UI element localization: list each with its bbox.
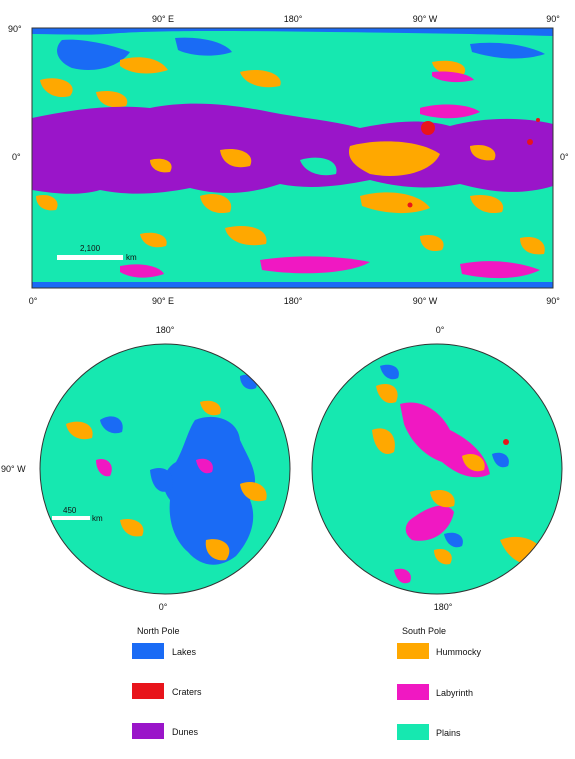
legend-swatch-lakes: [132, 643, 164, 659]
hummocky-region: [520, 236, 545, 255]
hummocky-region: [200, 400, 221, 416]
eq-left-label: 90°: [8, 24, 22, 34]
sp-top-label: 0°: [435, 325, 445, 335]
hummocky-region: [225, 225, 267, 246]
north-pole-outline: [39, 343, 291, 595]
np-scale-unit: km: [92, 514, 103, 523]
hummocky-region: [240, 69, 281, 88]
legend-swatch-dunes: [132, 723, 164, 739]
lake-region: [175, 37, 232, 56]
legend-label-plains: Plains: [436, 728, 461, 738]
eq-bottom-label: 90° W: [412, 296, 438, 306]
labyrinth-region: [196, 458, 213, 474]
legend-label-lakes: Lakes: [172, 647, 197, 657]
labyrinth-region: [394, 568, 411, 584]
hummocky-region: [40, 78, 73, 98]
legend-swatch-hummocky: [397, 643, 429, 659]
lake-region: [380, 364, 399, 380]
lake-region: [32, 28, 553, 36]
lake-region: [492, 452, 509, 468]
legend-swatch-labyrinth: [397, 684, 429, 700]
eq-bottom-label: 0°: [28, 296, 38, 306]
np-scale-value: 450: [63, 506, 77, 515]
labyrinth-region: [432, 71, 474, 83]
crater-mark: [407, 202, 413, 208]
legend-swatch-craters: [132, 683, 164, 699]
lake-region: [444, 532, 463, 548]
eq-scale-value: 2,100: [80, 244, 101, 253]
legend-label-labyrinth: Labyrinth: [436, 688, 474, 698]
hummocky-region: [434, 548, 452, 565]
hummocky-region: [462, 453, 485, 472]
hummocky-region: [36, 194, 58, 211]
hummocky-region: [470, 194, 504, 214]
labyrinth-region: [96, 458, 112, 477]
lake-region: [100, 416, 123, 434]
north-pole-title: North Pole: [137, 626, 180, 636]
lake-region: [163, 416, 256, 565]
hummocky-region: [220, 148, 252, 168]
hummocky-region: [200, 193, 232, 214]
eq-bottom-label: 90° E: [151, 296, 175, 306]
hummocky-region: [120, 518, 144, 537]
eq-top-label: 90° E: [151, 14, 175, 24]
hummocky-region: [150, 158, 172, 173]
labyrinth-region: [120, 264, 164, 278]
eq-bottom-label: 180°: [283, 296, 303, 306]
equatorial-scale-bar: [57, 255, 123, 260]
hummocky-region: [120, 57, 168, 74]
hummocky-region: [376, 383, 398, 404]
north-pole-map: [40, 344, 290, 594]
eq-right-label: 0°: [560, 152, 569, 162]
legend-swatch-plains: [397, 724, 429, 740]
lake-region: [32, 282, 553, 288]
south-pole-map: [312, 344, 562, 594]
crater-mark: [503, 439, 509, 445]
legend-label-craters: Craters: [172, 687, 202, 697]
legend-label-dunes: Dunes: [172, 727, 199, 737]
hummocky-region: [360, 192, 430, 214]
south-pole-outline: [311, 343, 563, 595]
hummocky-region: [66, 421, 93, 440]
eq-scale-unit: km: [126, 253, 137, 262]
crater-mark: [536, 118, 540, 122]
hummocky-region: [348, 141, 440, 176]
lake-region: [470, 42, 545, 59]
equatorial-map-frame: [31, 27, 554, 289]
hummocky-region: [205, 539, 230, 561]
lake-region: [57, 39, 130, 71]
hummocky-region: [470, 144, 496, 161]
eq-top-label: 90° W: [412, 14, 438, 24]
equatorial-map: [32, 28, 553, 288]
plains-area: [300, 157, 337, 176]
legend-label-hummocky: Hummocky: [436, 647, 482, 657]
labyrinth-region: [260, 256, 370, 274]
north-scale-bar: [52, 516, 90, 520]
lake-region: [150, 468, 173, 492]
eq-top-label: 180°: [283, 14, 303, 24]
crater-mark: [527, 139, 533, 145]
crater-mark: [421, 121, 435, 135]
south-pole-title: South Pole: [402, 626, 447, 636]
np-bottom-label: 0°: [158, 602, 168, 612]
hummocky-region: [372, 428, 395, 454]
eq-bottom-label: 90°: [546, 296, 560, 306]
hummocky-region: [96, 90, 128, 108]
eq-top-label: 90°: [546, 14, 560, 24]
hummocky-region: [240, 481, 267, 502]
labyrinth-region: [460, 261, 540, 279]
eq-left-label: 0°: [12, 152, 21, 162]
hummocky-region: [140, 232, 167, 248]
np-top-label: 180°: [155, 325, 175, 335]
hummocky-region: [420, 234, 444, 252]
labyrinth-region: [420, 104, 480, 119]
hummocky-region: [430, 489, 455, 508]
labyrinth-region: [405, 505, 454, 541]
np-left-label: 90° W: [1, 464, 26, 474]
sp-bottom-label: 180°: [433, 602, 453, 612]
